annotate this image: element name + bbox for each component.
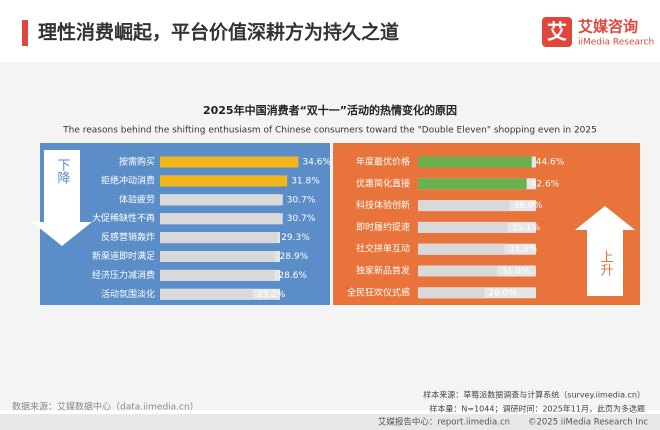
copyright: ©2025 iiMedia Research Inc <box>528 418 648 428</box>
value-label: 31.8% <box>291 176 320 186</box>
value-label: 30.7% <box>287 214 316 224</box>
bar <box>418 156 532 168</box>
arrow <box>32 150 92 246</box>
category-label: 年度最优价格 <box>356 156 410 168</box>
logo-name: 艾媒咨询 <box>578 18 638 36</box>
category-label: 独家新品首发 <box>356 265 410 277</box>
value-label: 28.9% <box>280 252 309 262</box>
value-label: 44.6% <box>536 158 565 168</box>
value-label: 30.7% <box>287 195 316 205</box>
value-label: 35.1% <box>512 223 541 233</box>
value-label: 42.6% <box>531 179 560 189</box>
bar <box>160 269 275 281</box>
bar <box>418 265 498 277</box>
bar <box>160 251 276 262</box>
logo-box <box>542 17 572 47</box>
category-label: 活动氛围淡化 <box>101 288 155 300</box>
category-label: 大促稀缺性不再 <box>92 212 155 224</box>
value-label: 36.0% <box>514 201 543 211</box>
logo-sub: iiMedia Research <box>578 38 654 48</box>
panel-title: 上升 <box>598 250 614 276</box>
value-label: 34.6% <box>302 158 331 168</box>
bar <box>418 221 508 233</box>
value-label: 28.6% <box>278 271 307 281</box>
data-source: 数据来源：艾媒数据中心（data.iimedia.cn） <box>12 401 199 413</box>
bar <box>160 175 288 187</box>
value-label: 33.9% <box>508 245 537 255</box>
sample-size: 样本量：N=1044；调研时间：2025年11月，此页为多选题 <box>429 404 645 414</box>
bar <box>418 178 527 190</box>
category-label: 新渠道即时满足 <box>92 250 155 262</box>
value-label: 23.2% <box>257 290 286 300</box>
sample-source: 样本来源：草莓派数据调查与计算系统（survey.iimedia.cn） <box>423 390 645 400</box>
bar <box>418 243 505 255</box>
figure-title: 2025年中国消费者“双十一”活动的热情变化的原因 <box>203 103 457 117</box>
title-accent <box>22 20 28 46</box>
report-center: 艾媒报告中心：report.iimedia.cn <box>378 417 510 428</box>
category-label: 反感营销轰炸 <box>101 231 155 243</box>
bar <box>160 288 253 300</box>
category-label: 科技体验创新 <box>356 199 410 211</box>
bar <box>418 287 485 299</box>
footer-strip <box>0 414 660 430</box>
value-label: 26.0% <box>488 288 517 298</box>
category-label: 优惠简化直接 <box>356 177 410 189</box>
category-label: 拒绝冲动消费 <box>101 174 155 186</box>
category-label: 全民狂欢仪式感 <box>347 286 410 298</box>
category-label: 按需购买 <box>119 156 155 168</box>
category-label: 体验疲劳 <box>119 193 155 205</box>
bar <box>160 213 283 225</box>
arrow <box>575 206 635 296</box>
panel-title: 下降 <box>55 158 71 184</box>
figure-subtitle: The reasons behind the shifting enthusia… <box>62 126 597 136</box>
category-label: 社交拼单互动 <box>356 243 410 255</box>
value-label: 29.3% <box>281 233 310 243</box>
bar <box>160 194 283 206</box>
category-label: 经济压力减消费 <box>92 269 155 281</box>
category-label: 即时履约提速 <box>356 221 410 233</box>
bar <box>160 156 299 168</box>
page-title: 理性消费崛起，平台价值深耕方为持久之道 <box>38 21 399 44</box>
bar <box>418 200 510 212</box>
logo-mark: 艾 <box>547 20 567 44</box>
value-label: 31.0% <box>501 267 530 277</box>
bar <box>160 232 278 244</box>
